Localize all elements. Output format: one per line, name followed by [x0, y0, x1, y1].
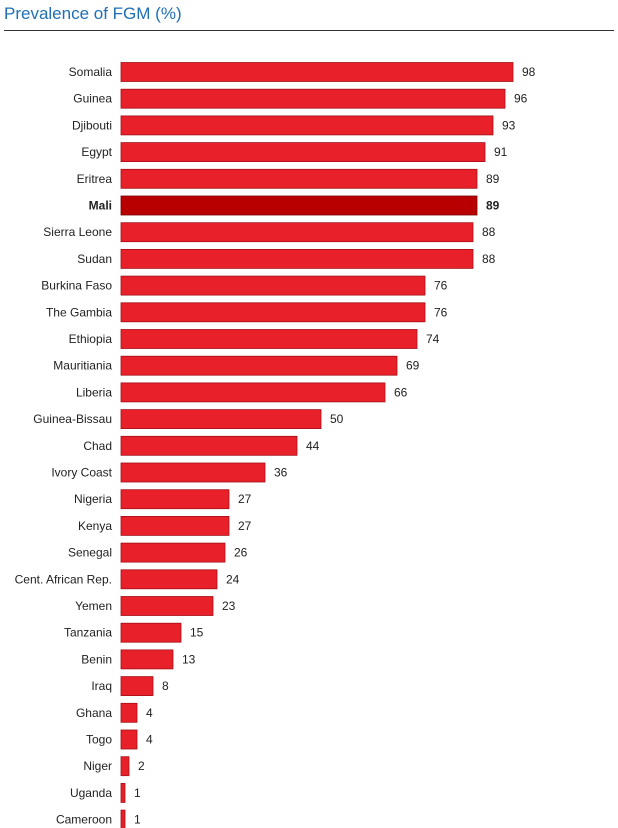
category-label-yemen: Yemen — [75, 599, 112, 613]
category-label-benin: Benin — [81, 652, 112, 666]
value-label-egypt: 91 — [494, 145, 508, 159]
bar-uganda — [120, 783, 126, 803]
value-label-mauritiania: 69 — [406, 359, 420, 373]
category-label-uganda: Uganda — [70, 786, 112, 800]
category-label-mali: Mali — [89, 199, 112, 213]
value-label-uganda: 1 — [134, 786, 141, 800]
bar-liberia — [120, 382, 386, 403]
category-label-chad: Chad — [83, 439, 112, 453]
title-divider — [4, 30, 614, 31]
value-label-niger: 2 — [138, 759, 145, 773]
bar-togo — [120, 729, 138, 750]
bar-eritrea — [120, 168, 478, 189]
bar-ivory-coast — [120, 462, 266, 483]
category-label-sierra-leone: Sierra Leone — [43, 225, 112, 239]
category-label-liberia: Liberia — [76, 385, 112, 399]
value-label-togo: 4 — [146, 733, 153, 747]
value-label-yemen: 23 — [222, 599, 236, 613]
value-label-somalia: 98 — [522, 65, 536, 79]
bar-chad — [120, 435, 298, 456]
category-label-guinea-bissau: Guinea-Bissau — [33, 412, 112, 426]
category-label-egypt: Egypt — [81, 145, 112, 159]
value-label-guinea-bissau: 50 — [330, 412, 344, 426]
value-label-djibouti: 93 — [502, 118, 516, 132]
value-label-benin: 13 — [182, 652, 196, 666]
category-label-iraq: Iraq — [91, 679, 112, 693]
bar-benin — [120, 649, 174, 670]
value-label-cent-african-rep: 24 — [226, 572, 240, 586]
category-label-ethiopia: Ethiopia — [69, 332, 113, 346]
category-label-cent-african-rep: Cent. African Rep. — [15, 572, 112, 586]
chart-title: Prevalence of FGM (%) — [4, 4, 182, 23]
value-label-ivory-coast: 36 — [274, 466, 288, 480]
value-label-the-gambia: 76 — [434, 305, 448, 319]
category-label-cameroon: Cameroon — [56, 813, 112, 827]
category-label-sudan: Sudan — [77, 252, 112, 266]
bar-iraq — [120, 676, 154, 696]
value-label-nigeria: 27 — [238, 492, 252, 506]
category-label-burkina-faso: Burkina Faso — [41, 279, 112, 293]
bar-guinea-bissau — [120, 409, 322, 430]
value-label-ethiopia: 74 — [426, 332, 440, 346]
category-label-niger: Niger — [83, 759, 112, 773]
bar-the-gambia — [120, 302, 426, 323]
value-label-iraq: 8 — [162, 679, 169, 693]
value-label-eritrea: 89 — [486, 172, 500, 186]
bar-burkina-faso — [120, 275, 426, 296]
category-label-somalia: Somalia — [69, 65, 113, 79]
category-label-ghana: Ghana — [76, 706, 112, 720]
bar-cameroon — [120, 809, 126, 828]
bar-somalia — [120, 62, 514, 82]
bar-yemen — [120, 596, 214, 616]
category-label-ivory-coast: Ivory Coast — [51, 466, 112, 480]
category-label-djibouti: Djibouti — [72, 118, 112, 132]
bar-djibouti — [120, 115, 494, 136]
bar-tanzania — [120, 622, 182, 643]
value-label-tanzania: 15 — [190, 626, 204, 640]
value-label-kenya: 27 — [238, 519, 252, 533]
value-label-cameroon: 1 — [134, 813, 141, 827]
value-label-guinea: 96 — [514, 92, 528, 106]
category-label-tanzania: Tanzania — [64, 626, 112, 640]
value-label-mali: 89 — [486, 199, 500, 213]
category-label-togo: Togo — [86, 733, 112, 747]
bar-sudan — [120, 248, 474, 269]
bar-kenya — [120, 516, 230, 536]
value-label-chad: 44 — [306, 439, 320, 453]
bar-mali — [120, 195, 478, 216]
value-label-senegal: 26 — [234, 546, 248, 560]
bar-mauritiania — [120, 355, 398, 376]
value-label-sudan: 88 — [482, 252, 496, 266]
value-label-burkina-faso: 76 — [434, 279, 448, 293]
bar-egypt — [120, 142, 486, 163]
category-label-guinea: Guinea — [73, 92, 112, 106]
category-label-eritrea: Eritrea — [77, 172, 113, 186]
category-label-the-gambia: The Gambia — [46, 305, 112, 319]
bar-ethiopia — [120, 329, 418, 349]
category-label-kenya: Kenya — [78, 519, 112, 533]
value-label-sierra-leone: 88 — [482, 225, 496, 239]
bar-niger — [120, 756, 130, 777]
bar-nigeria — [120, 489, 230, 510]
category-label-mauritiania: Mauritiania — [53, 359, 112, 373]
bar-cent-african-rep — [120, 569, 218, 590]
category-label-senegal: Senegal — [68, 546, 112, 560]
bar-senegal — [120, 542, 226, 563]
value-label-liberia: 66 — [394, 385, 408, 399]
bar-guinea — [120, 88, 506, 109]
bar-sierra-leone — [120, 222, 474, 243]
value-label-ghana: 4 — [146, 706, 153, 720]
bar-ghana — [120, 702, 138, 723]
category-label-nigeria: Nigeria — [74, 492, 112, 506]
